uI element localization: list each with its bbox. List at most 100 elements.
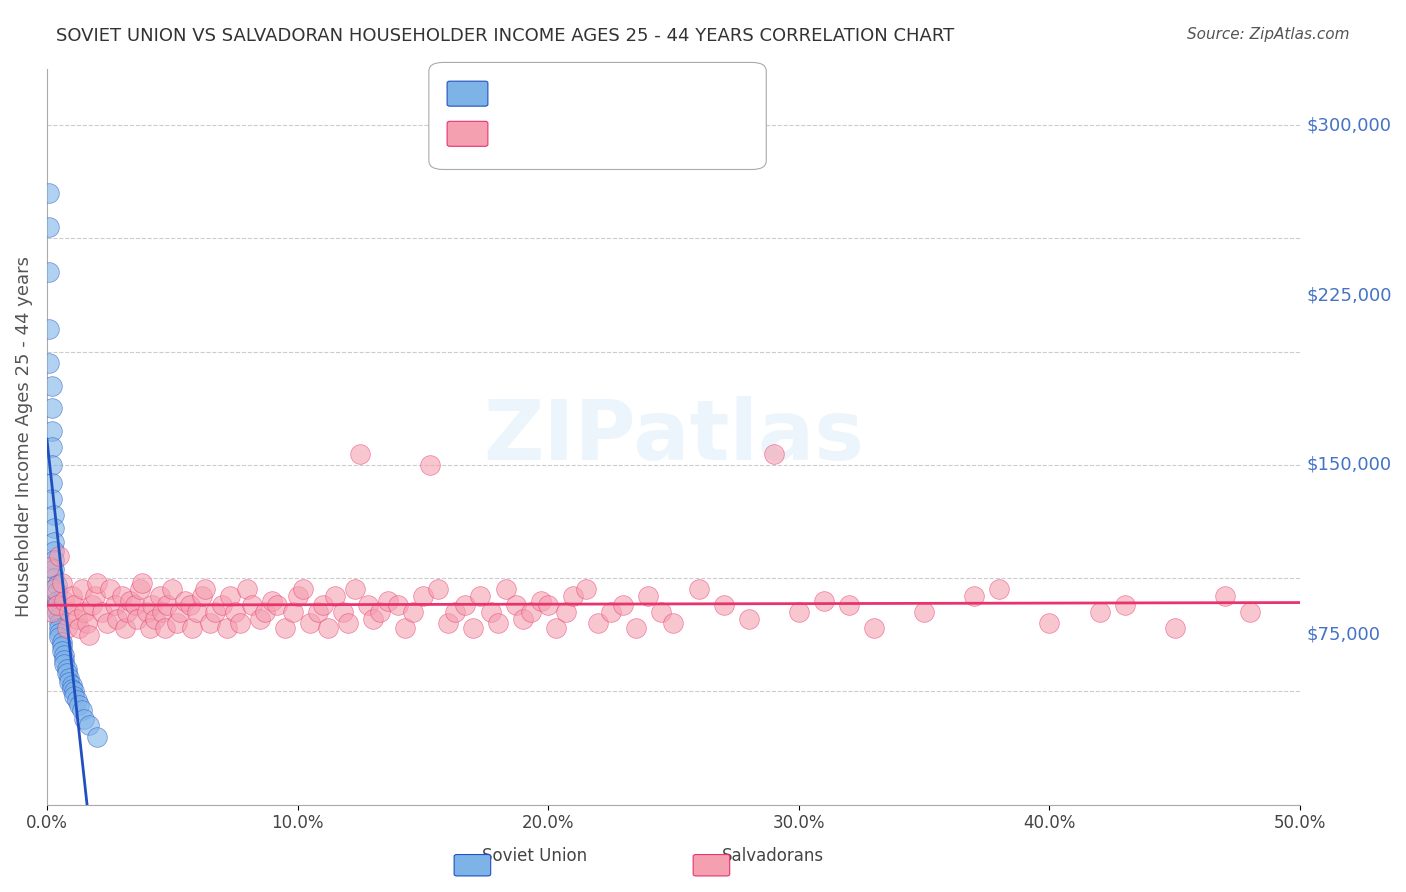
Point xyxy=(44,562,66,576)
Point xyxy=(762,447,785,461)
Point xyxy=(419,458,441,472)
Point xyxy=(575,582,598,597)
Point xyxy=(444,605,467,619)
Point xyxy=(299,616,322,631)
Point xyxy=(479,605,502,619)
Point xyxy=(332,605,354,619)
Point xyxy=(599,605,621,619)
Point xyxy=(128,582,150,597)
Point xyxy=(307,605,329,619)
Point xyxy=(512,612,534,626)
Point xyxy=(229,616,252,631)
Point xyxy=(63,684,86,698)
Point xyxy=(166,616,188,631)
Point xyxy=(323,589,346,603)
Point xyxy=(637,589,659,603)
Point xyxy=(69,698,91,712)
Text: $150,000: $150,000 xyxy=(1306,456,1392,474)
Text: $300,000: $300,000 xyxy=(1306,116,1392,134)
Point xyxy=(150,605,173,619)
Y-axis label: Householder Income Ages 25 - 44 years: Householder Income Ages 25 - 44 years xyxy=(15,256,32,617)
Point xyxy=(662,616,685,631)
Text: $75,000: $75,000 xyxy=(1306,626,1381,644)
Point xyxy=(48,609,70,624)
Point xyxy=(80,599,103,613)
Point xyxy=(357,599,380,613)
Point xyxy=(505,599,527,613)
Point xyxy=(53,653,76,667)
Point xyxy=(51,639,73,653)
Point xyxy=(45,578,67,592)
Point xyxy=(173,594,195,608)
Point xyxy=(79,628,101,642)
Point xyxy=(377,594,399,608)
Point xyxy=(48,549,70,563)
Point xyxy=(368,605,391,619)
Point xyxy=(402,605,425,619)
Point xyxy=(60,678,83,692)
Point xyxy=(224,605,246,619)
Point xyxy=(316,621,339,635)
Point xyxy=(470,589,492,603)
Point xyxy=(38,356,60,370)
Point xyxy=(454,599,477,613)
Point xyxy=(1088,605,1111,619)
Point xyxy=(96,616,118,631)
Point xyxy=(156,599,179,613)
Point xyxy=(486,616,509,631)
Point xyxy=(198,616,221,631)
Point xyxy=(44,553,66,567)
Point xyxy=(45,599,67,613)
Point xyxy=(688,582,710,597)
Point xyxy=(86,575,108,590)
Point xyxy=(41,440,63,454)
Point xyxy=(44,508,66,522)
Point xyxy=(118,594,141,608)
Point xyxy=(612,599,634,613)
Point xyxy=(412,589,434,603)
Point xyxy=(863,621,886,635)
Point xyxy=(530,594,553,608)
Point xyxy=(336,616,359,631)
Point xyxy=(53,657,76,672)
Text: R =  0.044    N = 127: R = 0.044 N = 127 xyxy=(485,125,679,143)
Point xyxy=(41,458,63,472)
Point xyxy=(787,605,810,619)
Point xyxy=(394,621,416,635)
Point xyxy=(361,612,384,626)
Point xyxy=(186,605,208,619)
Point xyxy=(86,730,108,744)
Point xyxy=(127,612,149,626)
Point xyxy=(56,621,79,635)
Point xyxy=(1164,621,1187,635)
Point xyxy=(537,599,560,613)
Point xyxy=(48,621,70,635)
Point xyxy=(149,589,172,603)
Point xyxy=(79,718,101,732)
Point xyxy=(143,612,166,626)
Point xyxy=(912,605,935,619)
Point xyxy=(650,605,672,619)
Point xyxy=(124,599,146,613)
Point xyxy=(262,594,284,608)
Point xyxy=(111,589,134,603)
Point xyxy=(41,424,63,438)
Point xyxy=(45,605,67,619)
Point xyxy=(963,589,986,603)
Point xyxy=(1038,616,1060,631)
Point xyxy=(136,605,159,619)
Point xyxy=(713,599,735,613)
Point xyxy=(495,582,517,597)
Point xyxy=(98,582,121,597)
Point xyxy=(179,599,201,613)
Point xyxy=(624,621,647,635)
Point xyxy=(253,605,276,619)
Point xyxy=(554,605,576,619)
Text: SOVIET UNION VS SALVADORAN HOUSEHOLDER INCOME AGES 25 - 44 YEARS CORRELATION CHA: SOVIET UNION VS SALVADORAN HOUSEHOLDER I… xyxy=(56,27,955,45)
Point xyxy=(91,605,114,619)
Point xyxy=(153,621,176,635)
Point xyxy=(218,589,240,603)
Text: ZIPatlas: ZIPatlas xyxy=(484,396,863,477)
Point xyxy=(38,220,60,235)
Point xyxy=(41,476,63,491)
